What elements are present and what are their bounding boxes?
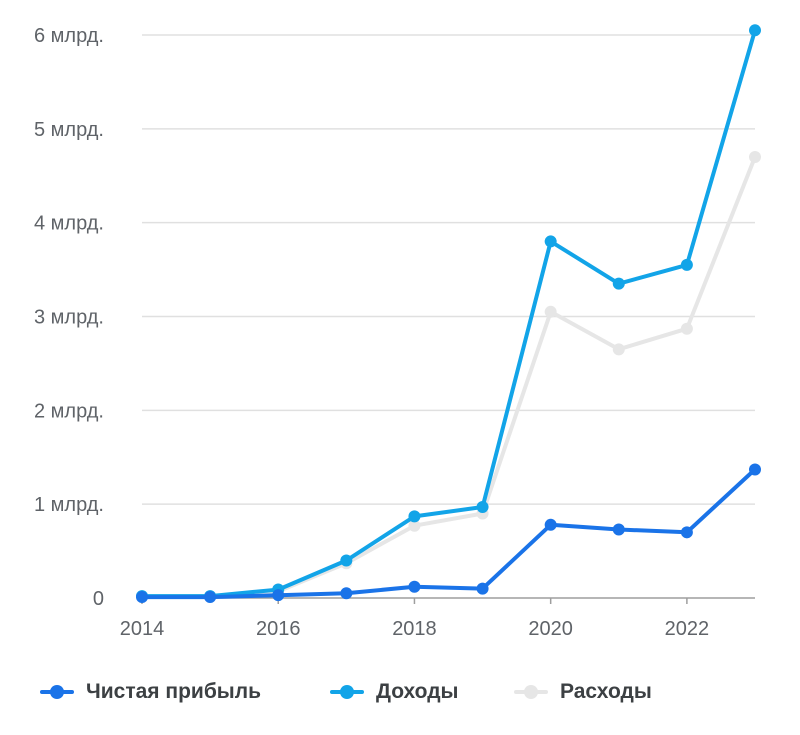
series-1 [136,24,761,603]
series-0 [136,463,761,604]
grid-lines [142,34,755,599]
x-tick-label-2014: 2014 [120,618,165,640]
series-2-point-2022[interactable] [680,322,693,335]
y-tick-label-4: 4 млрд. [34,213,104,235]
series-lines [136,24,761,604]
line-chart: 0 1 млрд. 2 млрд. 3 млрд. 4 млрд. 5 млрд. 6 мл… [34,24,761,640]
legend-item-expenses[interactable]: Расходы [514,668,652,716]
legend: Чистая прибыль Доходы Расходы [0,668,800,718]
series-0-point-2021[interactable] [612,523,625,536]
series-0-point-2022[interactable] [680,526,693,539]
series-0-point-2020[interactable] [544,518,557,531]
series-0-point-2023[interactable] [749,463,761,476]
series-1-point-2020[interactable] [544,235,557,248]
x-tick-label-2018: 2018 [392,618,437,640]
series-0-point-2016[interactable] [272,589,285,602]
x-tick-label-2022: 2022 [665,618,710,640]
series-1-point-2022[interactable] [680,258,693,271]
y-tick-label-0: 0 [93,588,104,610]
series-0-point-2014[interactable] [136,591,148,604]
legend-swatch-net-profit [40,685,74,699]
legend-swatch-revenue [330,685,364,699]
y-tick-label-1: 1 млрд. [34,494,104,516]
series-1-point-2017[interactable] [340,554,353,567]
series-2-point-2018[interactable] [408,519,421,532]
series-1-point-2021[interactable] [612,277,625,290]
legend-swatch-expenses [514,685,548,699]
series-2 [136,150,761,603]
series-1-point-2018[interactable] [408,510,421,523]
x-axis-ticks: 2014 2016 2018 2020 2022 [120,598,709,640]
x-tick-label-2016: 2016 [256,618,301,640]
y-tick-label-3: 3 млрд. [34,307,104,329]
series-0-point-2015[interactable] [204,591,217,604]
series-line-0 [140,467,757,600]
legend-item-revenue[interactable]: Доходы [330,668,459,716]
series-2-point-2021[interactable] [612,343,625,356]
series-1-point-2019[interactable] [476,500,489,513]
legend-label-revenue: Доходы [376,680,459,703]
series-0-point-2018[interactable] [408,580,421,593]
y-tick-label-6: 6 млрд. [34,25,104,47]
legend-label-expenses: Расходы [560,680,652,703]
series-1-point-2023[interactable] [749,24,761,37]
y-tick-label-5: 5 млрд. [34,119,104,141]
y-tick-label-2: 2 млрд. [34,400,104,422]
series-2-point-2020[interactable] [544,305,557,318]
y-axis-ticks: 0 1 млрд. 2 млрд. 3 млрд. 4 млрд. 5 млрд. 6 мл… [34,25,104,610]
series-0-point-2017[interactable] [340,587,353,600]
x-tick-label-2020: 2020 [528,618,573,640]
series-line-1 [140,28,757,599]
legend-item-net-profit[interactable]: Чистая прибыль [40,668,261,716]
series-0-point-2019[interactable] [476,582,489,595]
legend-label-net-profit: Чистая прибыль [86,680,261,703]
series-2-point-2023[interactable] [749,150,761,163]
